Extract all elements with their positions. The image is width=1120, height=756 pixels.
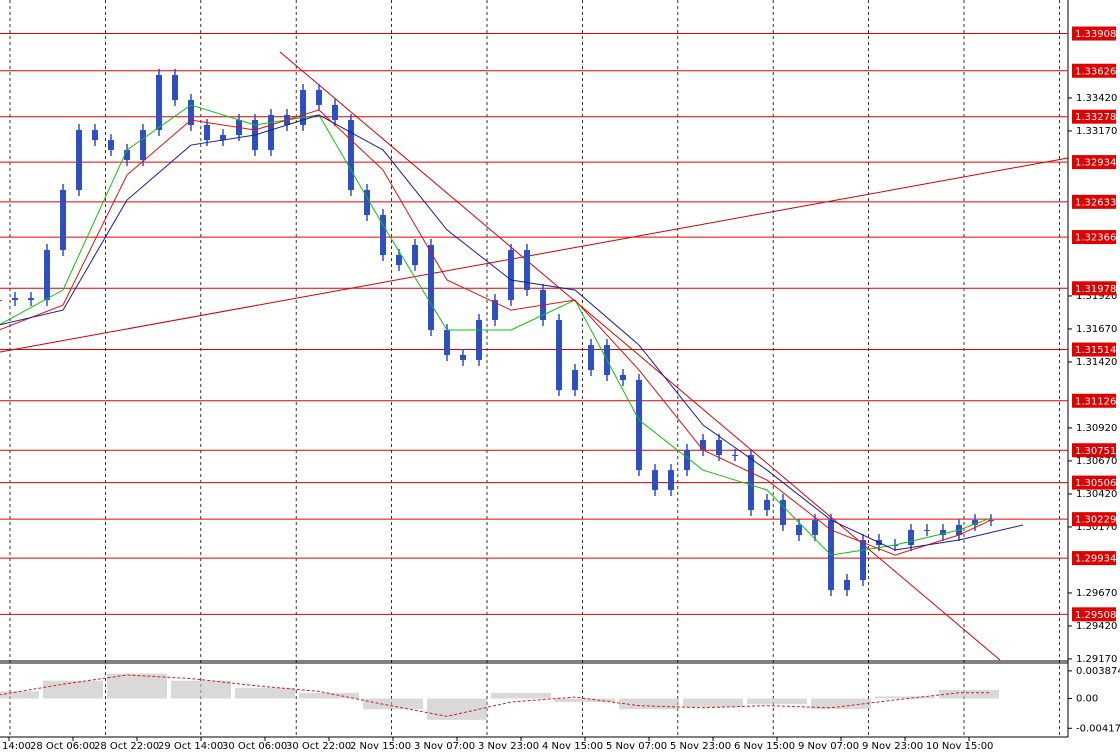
osc-bar <box>107 673 167 699</box>
osc-bar <box>235 687 295 699</box>
y-tick-label: 1.31670 <box>1076 324 1117 335</box>
x-tick-label: 2 Nov 15:00 <box>350 741 411 752</box>
osc-bar <box>427 698 487 720</box>
level-tag <box>1072 26 1116 41</box>
x-tick-label: 30 Oct 06:00 <box>222 741 287 752</box>
level-label: 1.32934 <box>1075 158 1116 169</box>
osc-y-tick-label: -0.004175 <box>1076 723 1120 734</box>
level-tag <box>1072 607 1116 622</box>
level-tag <box>1072 475 1116 490</box>
level-tag <box>1072 551 1116 566</box>
y-tick-label: 1.30420 <box>1076 489 1117 500</box>
level-label: 1.30506 <box>1075 478 1116 489</box>
level-label: 1.32366 <box>1075 233 1116 244</box>
y-tick-label: 1.29670 <box>1076 588 1117 599</box>
osc-bar <box>171 680 231 699</box>
osc-bar <box>683 698 743 708</box>
osc-bar <box>0 691 39 699</box>
level-label: 1.31978 <box>1075 284 1116 295</box>
osc-bar <box>299 692 359 699</box>
x-tick-label: 4 Nov 15:00 <box>542 741 603 752</box>
level-tag <box>1072 194 1116 209</box>
x-tick-label: 3 Nov 23:00 <box>478 741 539 752</box>
osc-bar <box>811 698 871 710</box>
osc-bar <box>363 698 423 710</box>
level-label: 1.29508 <box>1075 610 1116 621</box>
level-tag <box>1072 393 1116 408</box>
osc-bar <box>747 698 807 705</box>
x-tick-label: 28 Oct 22:00 <box>94 741 159 752</box>
y-tick-label: 1.31420 <box>1076 357 1117 368</box>
y-tick-label: 1.30920 <box>1076 423 1117 434</box>
level-tag <box>1072 63 1116 78</box>
x-tick-label: 3 Nov 07:00 <box>414 741 475 752</box>
y-tick-label: 1.30170 <box>1076 522 1117 533</box>
x-tick-label: 5 Nov 07:00 <box>606 741 667 752</box>
level-label: 1.33626 <box>1075 66 1116 77</box>
osc-bar <box>939 689 999 699</box>
osc-bar <box>555 698 615 703</box>
x-tick-label: 5 Nov 23:00 <box>670 741 731 752</box>
level-tag <box>1072 512 1116 527</box>
y-tick-label: 1.29420 <box>1076 621 1117 632</box>
y-tick-label: 1.33170 <box>1076 126 1117 137</box>
x-tick-label: 9 Nov 23:00 <box>862 741 923 752</box>
candle <box>0 300 2 302</box>
osc-bar <box>43 680 103 699</box>
level-tag <box>1072 230 1116 245</box>
level-label: 1.31514 <box>1075 345 1116 356</box>
x-tick-label: 28 Oct 06:00 <box>30 741 95 752</box>
level-label: 1.31126 <box>1075 396 1116 407</box>
x-tick-label: 6 Nov 15:00 <box>734 741 795 752</box>
level-label: 1.29934 <box>1075 554 1116 565</box>
x-tick-label: 9 Nov 07:00 <box>798 741 859 752</box>
x-tick-label: 10 Nov 15:00 <box>926 741 993 752</box>
x-tick-label: 30 Oct 22:00 <box>286 741 351 752</box>
osc-y-tick-label: 0.003874 <box>1076 666 1120 677</box>
level-tag <box>1072 281 1116 296</box>
x-tick-label: 29 Oct 14:00 <box>158 741 223 752</box>
osc-bar <box>491 692 551 699</box>
y-tick-label: 1.33420 <box>1076 93 1117 104</box>
trend-line <box>279 51 1001 661</box>
level-tag <box>1072 342 1116 357</box>
level-label: 1.33278 <box>1075 112 1116 123</box>
osc-y-tick-label: 0.00 <box>1076 694 1098 705</box>
osc-bar <box>875 696 935 699</box>
level-tag <box>1072 109 1116 124</box>
y-tick-label: 1.31920 <box>1076 291 1117 302</box>
trend-line <box>0 157 1069 353</box>
x-tick-label: 14:00 <box>2 741 31 752</box>
moving-average <box>0 104 992 556</box>
level-label: 1.33908 <box>1075 29 1116 40</box>
moving-average <box>0 114 1024 551</box>
level-tag <box>1072 443 1116 458</box>
moving-average <box>0 109 992 556</box>
level-tag <box>1072 155 1116 170</box>
y-tick-label: 1.29170 <box>1076 654 1117 665</box>
level-label: 1.32633 <box>1075 197 1116 208</box>
osc-bar <box>619 698 679 710</box>
y-tick-label: 1.30670 <box>1076 456 1117 467</box>
osc-signal <box>0 674 991 717</box>
level-label: 1.30229 <box>1075 515 1116 526</box>
level-label: 1.30751 <box>1075 446 1116 457</box>
